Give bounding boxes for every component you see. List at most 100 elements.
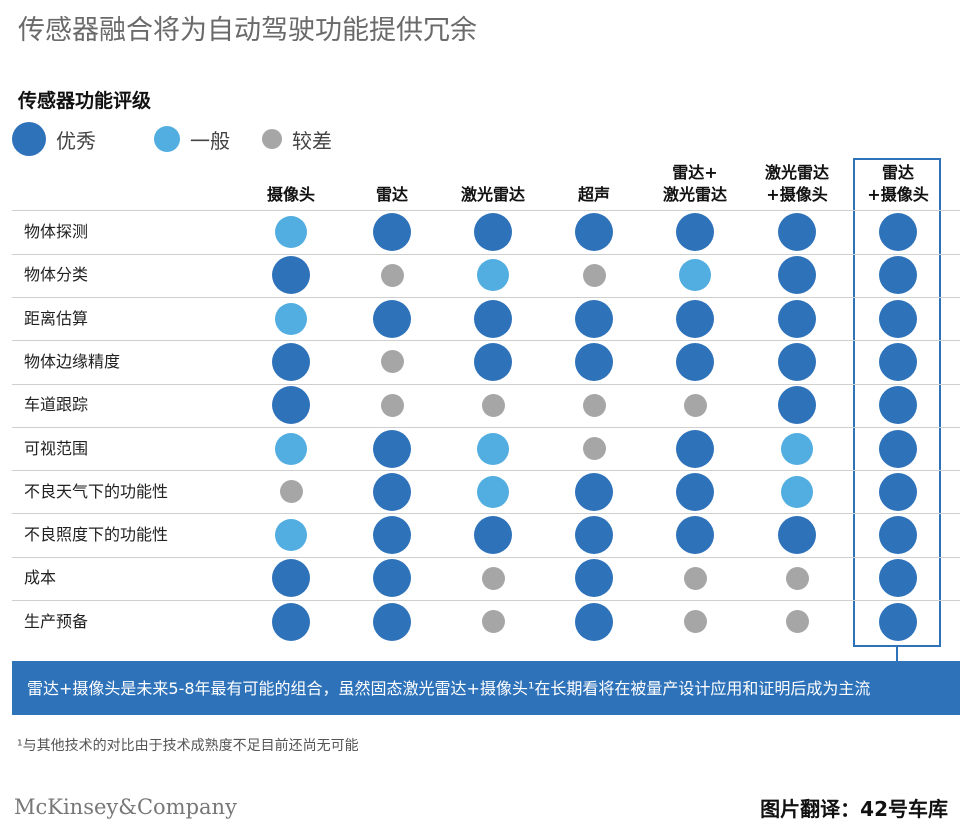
row-divider <box>12 557 960 558</box>
rating-dot <box>575 472 613 511</box>
rating-dot <box>676 342 714 381</box>
rating-dot <box>879 342 917 381</box>
rating-dot <box>879 472 917 511</box>
rating-dot <box>481 566 505 590</box>
rating-dot <box>879 299 917 338</box>
rating-dot <box>272 342 310 381</box>
rating-dot <box>272 256 310 295</box>
footnote: ¹与其他技术的对比由于技术成熟度不足目前还尚无可能 <box>17 738 359 754</box>
rating-dot <box>373 559 411 598</box>
row-divider <box>12 254 960 255</box>
rating-dot <box>676 299 714 338</box>
rating-dot <box>373 429 411 468</box>
rating-dot <box>785 610 809 634</box>
rating-dot <box>683 610 707 634</box>
column-header: 超声 <box>577 185 610 204</box>
legend-item-excellent: 优秀 <box>12 122 96 156</box>
row-label: 物体探测 <box>24 222 89 241</box>
rating-dot <box>477 432 509 465</box>
rating-dot <box>879 213 917 251</box>
row-divider <box>12 297 960 298</box>
rating-dot <box>380 350 404 374</box>
column-header: 激光雷达 <box>460 185 525 204</box>
rating-dot <box>582 263 606 287</box>
conclusion-text: 雷达+摄像头是未来5-8年最有可能的组合，虽然固态激光雷达+摄像头¹在长期看将在… <box>27 679 871 698</box>
rating-dot <box>474 342 512 381</box>
row-label: 物体边缘精度 <box>24 351 121 371</box>
row-divider <box>12 513 960 514</box>
column-header: 雷达 <box>375 185 408 204</box>
row-label: 生产预备 <box>24 611 89 631</box>
highlight-connector-line <box>896 647 898 661</box>
rating-dot <box>778 256 816 295</box>
rating-dot <box>477 259 509 292</box>
rating-dot <box>373 516 411 555</box>
rating-dot <box>676 213 714 251</box>
rating-dot <box>676 472 714 511</box>
rating-dot <box>679 259 711 292</box>
rating-dot <box>373 602 411 641</box>
brand-logo: McKinsey&Company <box>14 795 237 819</box>
rating-dot <box>279 480 303 504</box>
rating-dot <box>275 302 307 335</box>
legend-label-poor: 较差 <box>292 128 332 153</box>
conclusion-banner <box>12 661 960 715</box>
rating-dot <box>481 393 505 417</box>
chart-title: 传感器功能评级 <box>18 90 152 112</box>
row-divider <box>12 427 960 428</box>
rating-dot <box>676 429 714 468</box>
row-label: 物体分类 <box>24 265 89 285</box>
rating-dot <box>879 256 917 295</box>
row-divider <box>12 470 960 471</box>
rating-dot <box>778 386 816 425</box>
row-label: 车道跟踪 <box>24 395 89 415</box>
row-label: 可视范围 <box>24 438 89 458</box>
row-divider <box>12 600 960 601</box>
legend-item-average: 一般 <box>154 122 230 156</box>
legend-marker-poor <box>262 129 282 149</box>
highlight-column-frame <box>853 158 941 647</box>
rating-dot <box>380 393 404 417</box>
rating-dot <box>778 213 816 251</box>
row-label: 不良照度下的功能性 <box>24 525 169 545</box>
rating-dot <box>275 432 307 465</box>
row-label: 不良天气下的功能性 <box>24 481 169 501</box>
rating-dot <box>676 516 714 555</box>
row-divider <box>12 210 960 211</box>
rating-dot <box>481 610 505 634</box>
rating-dot <box>575 516 613 555</box>
column-header: 激光雷达 +摄像头 <box>764 163 829 204</box>
rating-dot <box>275 216 307 248</box>
rating-dot <box>879 516 917 555</box>
rating-dot <box>474 213 512 251</box>
rating-dot <box>879 429 917 468</box>
rating-dot <box>275 519 307 552</box>
column-header: 雷达+ 激光雷达 <box>662 163 727 204</box>
rating-dot <box>785 566 809 590</box>
row-divider <box>12 384 960 385</box>
rating-dot <box>373 299 411 338</box>
legend-marker-excellent <box>12 122 46 156</box>
page-title: 传感器融合将为自动驾驶功能提供冗余 <box>18 15 477 46</box>
rating-dot <box>380 263 404 287</box>
rating-dot <box>272 559 310 598</box>
rating-dot <box>582 393 606 417</box>
rating-dot <box>575 299 613 338</box>
rating-dot <box>575 342 613 381</box>
rating-dot <box>474 516 512 555</box>
rating-dot <box>879 559 917 598</box>
row-divider <box>12 340 960 341</box>
rating-dot <box>477 475 509 508</box>
rating-dot <box>272 386 310 425</box>
rating-dot <box>373 213 411 251</box>
rating-dot <box>474 299 512 338</box>
legend-label-average: 一般 <box>190 128 230 153</box>
rating-dot <box>575 213 613 251</box>
rating-dot <box>781 475 813 508</box>
rating-dot <box>683 393 707 417</box>
rating-dot <box>272 602 310 641</box>
column-header: 摄像头 <box>266 185 315 204</box>
rating-dot <box>575 602 613 641</box>
rating-dot <box>582 437 606 460</box>
rating-dot <box>781 432 813 465</box>
